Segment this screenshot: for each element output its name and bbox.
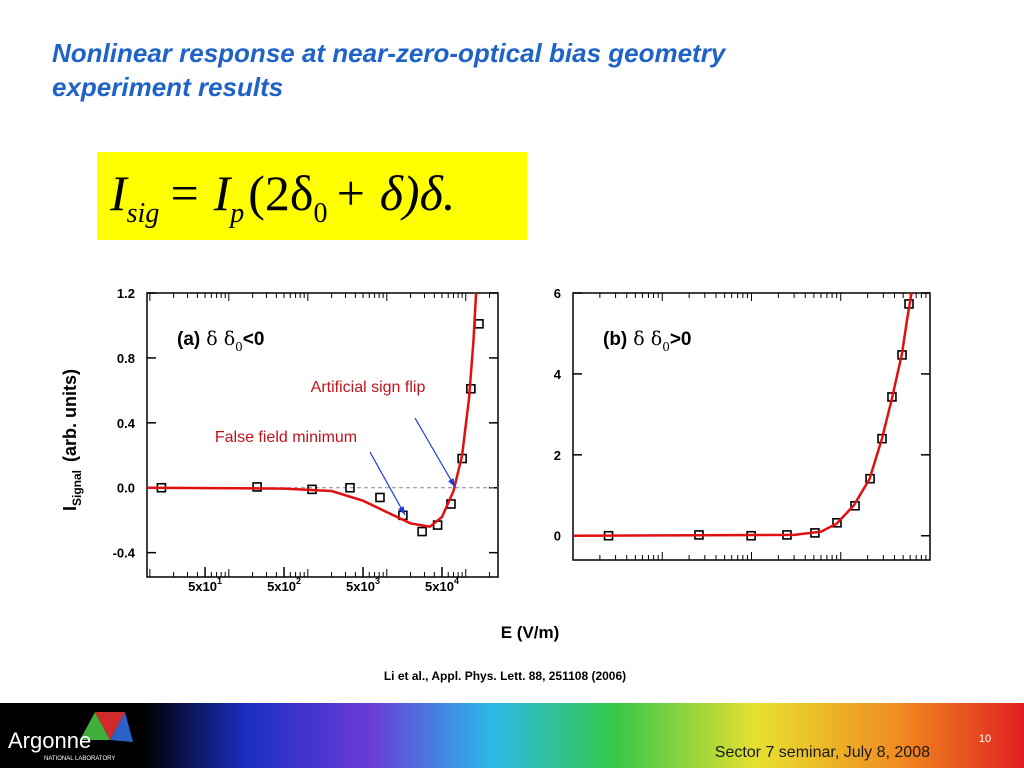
y-tick-label: 6: [554, 286, 561, 301]
y-tick-label: 0.0: [117, 481, 135, 496]
text-part: δ δ: [206, 328, 235, 350]
y-tick-label: 2: [554, 448, 561, 463]
annotation: Artificial sign flip: [311, 379, 426, 396]
text-part: 0: [662, 340, 670, 354]
y-tick-label: -0.4: [113, 546, 136, 561]
text-part: p: [228, 198, 244, 229]
text-part: (b): [603, 329, 627, 350]
y-tick-label: 0.4: [117, 416, 136, 431]
data-point: [252, 482, 262, 492]
y-tick-label: 0: [554, 529, 561, 544]
data-point: [417, 526, 427, 537]
data-point: [375, 492, 385, 503]
arrow-head: [448, 478, 455, 487]
text-part: (2δ: [248, 165, 313, 221]
logo-subtext: NATIONAL LABORATORY: [44, 756, 115, 762]
x-tick-label: 5x104: [425, 576, 459, 594]
text-part: 5x10: [188, 579, 217, 594]
x-tick-label: 5x102: [267, 576, 301, 594]
data-point: [832, 517, 842, 528]
arrow-head: [398, 506, 405, 515]
logo-text: Argonne: [8, 728, 91, 753]
text-part: + δ)δ.: [333, 165, 455, 221]
annotation: False field minimum: [215, 429, 357, 446]
footer-bar: [0, 703, 1024, 768]
y-axis-label: ISignal (arb. units): [60, 369, 84, 511]
text-part: Signal: [70, 470, 84, 506]
text-part: = I: [167, 165, 232, 221]
fit-line: [573, 293, 913, 537]
text-part: 0: [235, 340, 243, 354]
panel-label: (b) δ δ0>0: [603, 328, 692, 354]
text-part: 2: [296, 576, 301, 586]
text-part: 3: [375, 576, 380, 586]
fit-line: [147, 293, 478, 529]
annotation-arrow: [369, 451, 406, 516]
panel-label: (a) δ δ0<0: [177, 328, 264, 354]
data-point: [474, 319, 484, 329]
x-tick-label: 5x103: [346, 576, 380, 594]
logo: [80, 712, 133, 742]
text-part: sig: [127, 198, 160, 229]
text-part: 5x10: [267, 579, 296, 594]
y-tick-label: 0.8: [117, 351, 135, 366]
page-number: 10: [979, 733, 991, 745]
text-part: 5x10: [425, 579, 454, 594]
citation: Li et al., Appl. Phys. Lett. 88, 251108 …: [384, 669, 626, 683]
y-tick-label: 1.2: [117, 286, 135, 301]
x-tick-label: 5x101: [188, 576, 222, 594]
text-part: 5x10: [346, 579, 375, 594]
equation: Isig = Ip(2δ0 + δ)δ.: [109, 165, 455, 229]
data-point: [345, 482, 355, 493]
y-tick-label: 4: [554, 367, 562, 382]
text-part: (arb. units): [60, 369, 80, 462]
text-part: 0: [313, 198, 327, 229]
event: Sector 7 seminar, July 8, 2008: [715, 744, 930, 761]
text-part: I: [60, 506, 80, 511]
title: experiment results: [52, 72, 283, 102]
annotation-arrow: [414, 417, 456, 488]
equation-box: [97, 152, 527, 240]
text-part: 4: [454, 576, 459, 586]
text-part: (a): [177, 329, 200, 350]
text-part: I: [109, 165, 129, 221]
text-part: >0: [670, 329, 692, 350]
x-axis-label: E (V/m): [501, 623, 560, 642]
text-part: <0: [243, 329, 265, 350]
text-part: 1: [217, 576, 222, 586]
text-part: δ δ: [633, 328, 662, 350]
title: Nonlinear response at near-zero-optical …: [52, 38, 727, 68]
plot-frame: [146, 292, 499, 578]
